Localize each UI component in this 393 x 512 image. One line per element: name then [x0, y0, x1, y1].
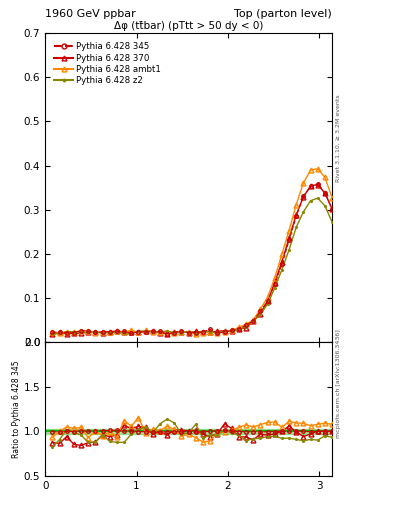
Title: Δφ (tt̄bar) (pTtt > 50 dy < 0): Δφ (tt̄bar) (pTtt > 50 dy < 0): [114, 21, 263, 31]
Y-axis label: Ratio to Pythia 6.428 345: Ratio to Pythia 6.428 345: [12, 360, 21, 458]
Text: Rivet 3.1.10, ≥ 3.2M events: Rivet 3.1.10, ≥ 3.2M events: [336, 94, 341, 182]
Legend: Pythia 6.428 345, Pythia 6.428 370, Pythia 6.428 ambt1, Pythia 6.428 z2: Pythia 6.428 345, Pythia 6.428 370, Pyth…: [52, 40, 163, 87]
Bar: [45, 429, 332, 434]
Text: 1960 GeV ppbar: 1960 GeV ppbar: [45, 9, 136, 19]
Text: mcplots.cern.ch [arXiv:1306.3436]: mcplots.cern.ch [arXiv:1306.3436]: [336, 330, 341, 438]
Text: Top (parton level): Top (parton level): [234, 9, 332, 19]
